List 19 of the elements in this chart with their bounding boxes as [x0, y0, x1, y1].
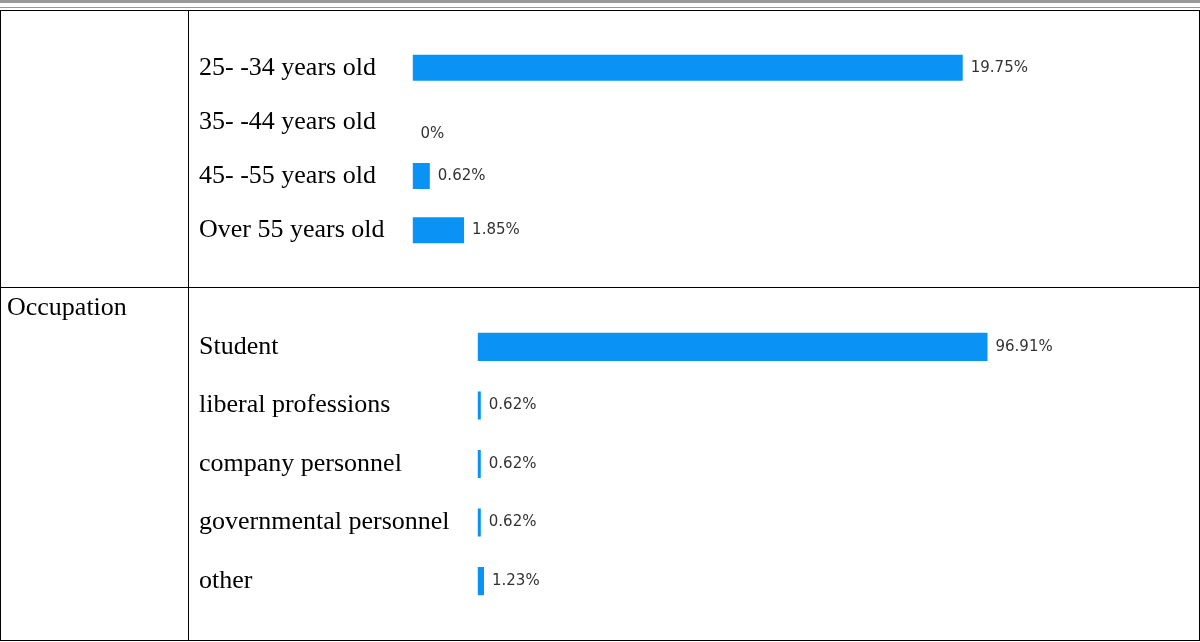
y-tick-label: 45- -55 years old: [199, 159, 376, 189]
data-label: 0.62%: [488, 512, 537, 531]
data-label: 0.62%: [437, 165, 486, 184]
data-label: 19.75%: [970, 57, 1028, 76]
y-tick-label: liberal professions: [199, 389, 391, 419]
y-tick-label: Over 55 years old: [199, 214, 385, 244]
data-label: 0%: [420, 123, 445, 142]
y-tick-label: 35- -44 years old: [199, 105, 376, 135]
data-label: 1.23%: [492, 571, 540, 590]
data-label: 0.62%: [488, 395, 537, 414]
data-label: 96.91%: [995, 336, 1053, 355]
y-tick-label: governmental personnel: [199, 506, 450, 536]
data-label: 0.62%: [488, 453, 537, 472]
data-label: 1.85%: [472, 220, 520, 239]
y-tick-label: Student: [199, 330, 280, 360]
y-tick-label: other: [199, 564, 253, 594]
text: Occupation: [0, 287, 189, 641]
y-tick-label: 25- -34 years old: [199, 51, 376, 81]
y-tick-label: company personnel: [199, 447, 402, 477]
